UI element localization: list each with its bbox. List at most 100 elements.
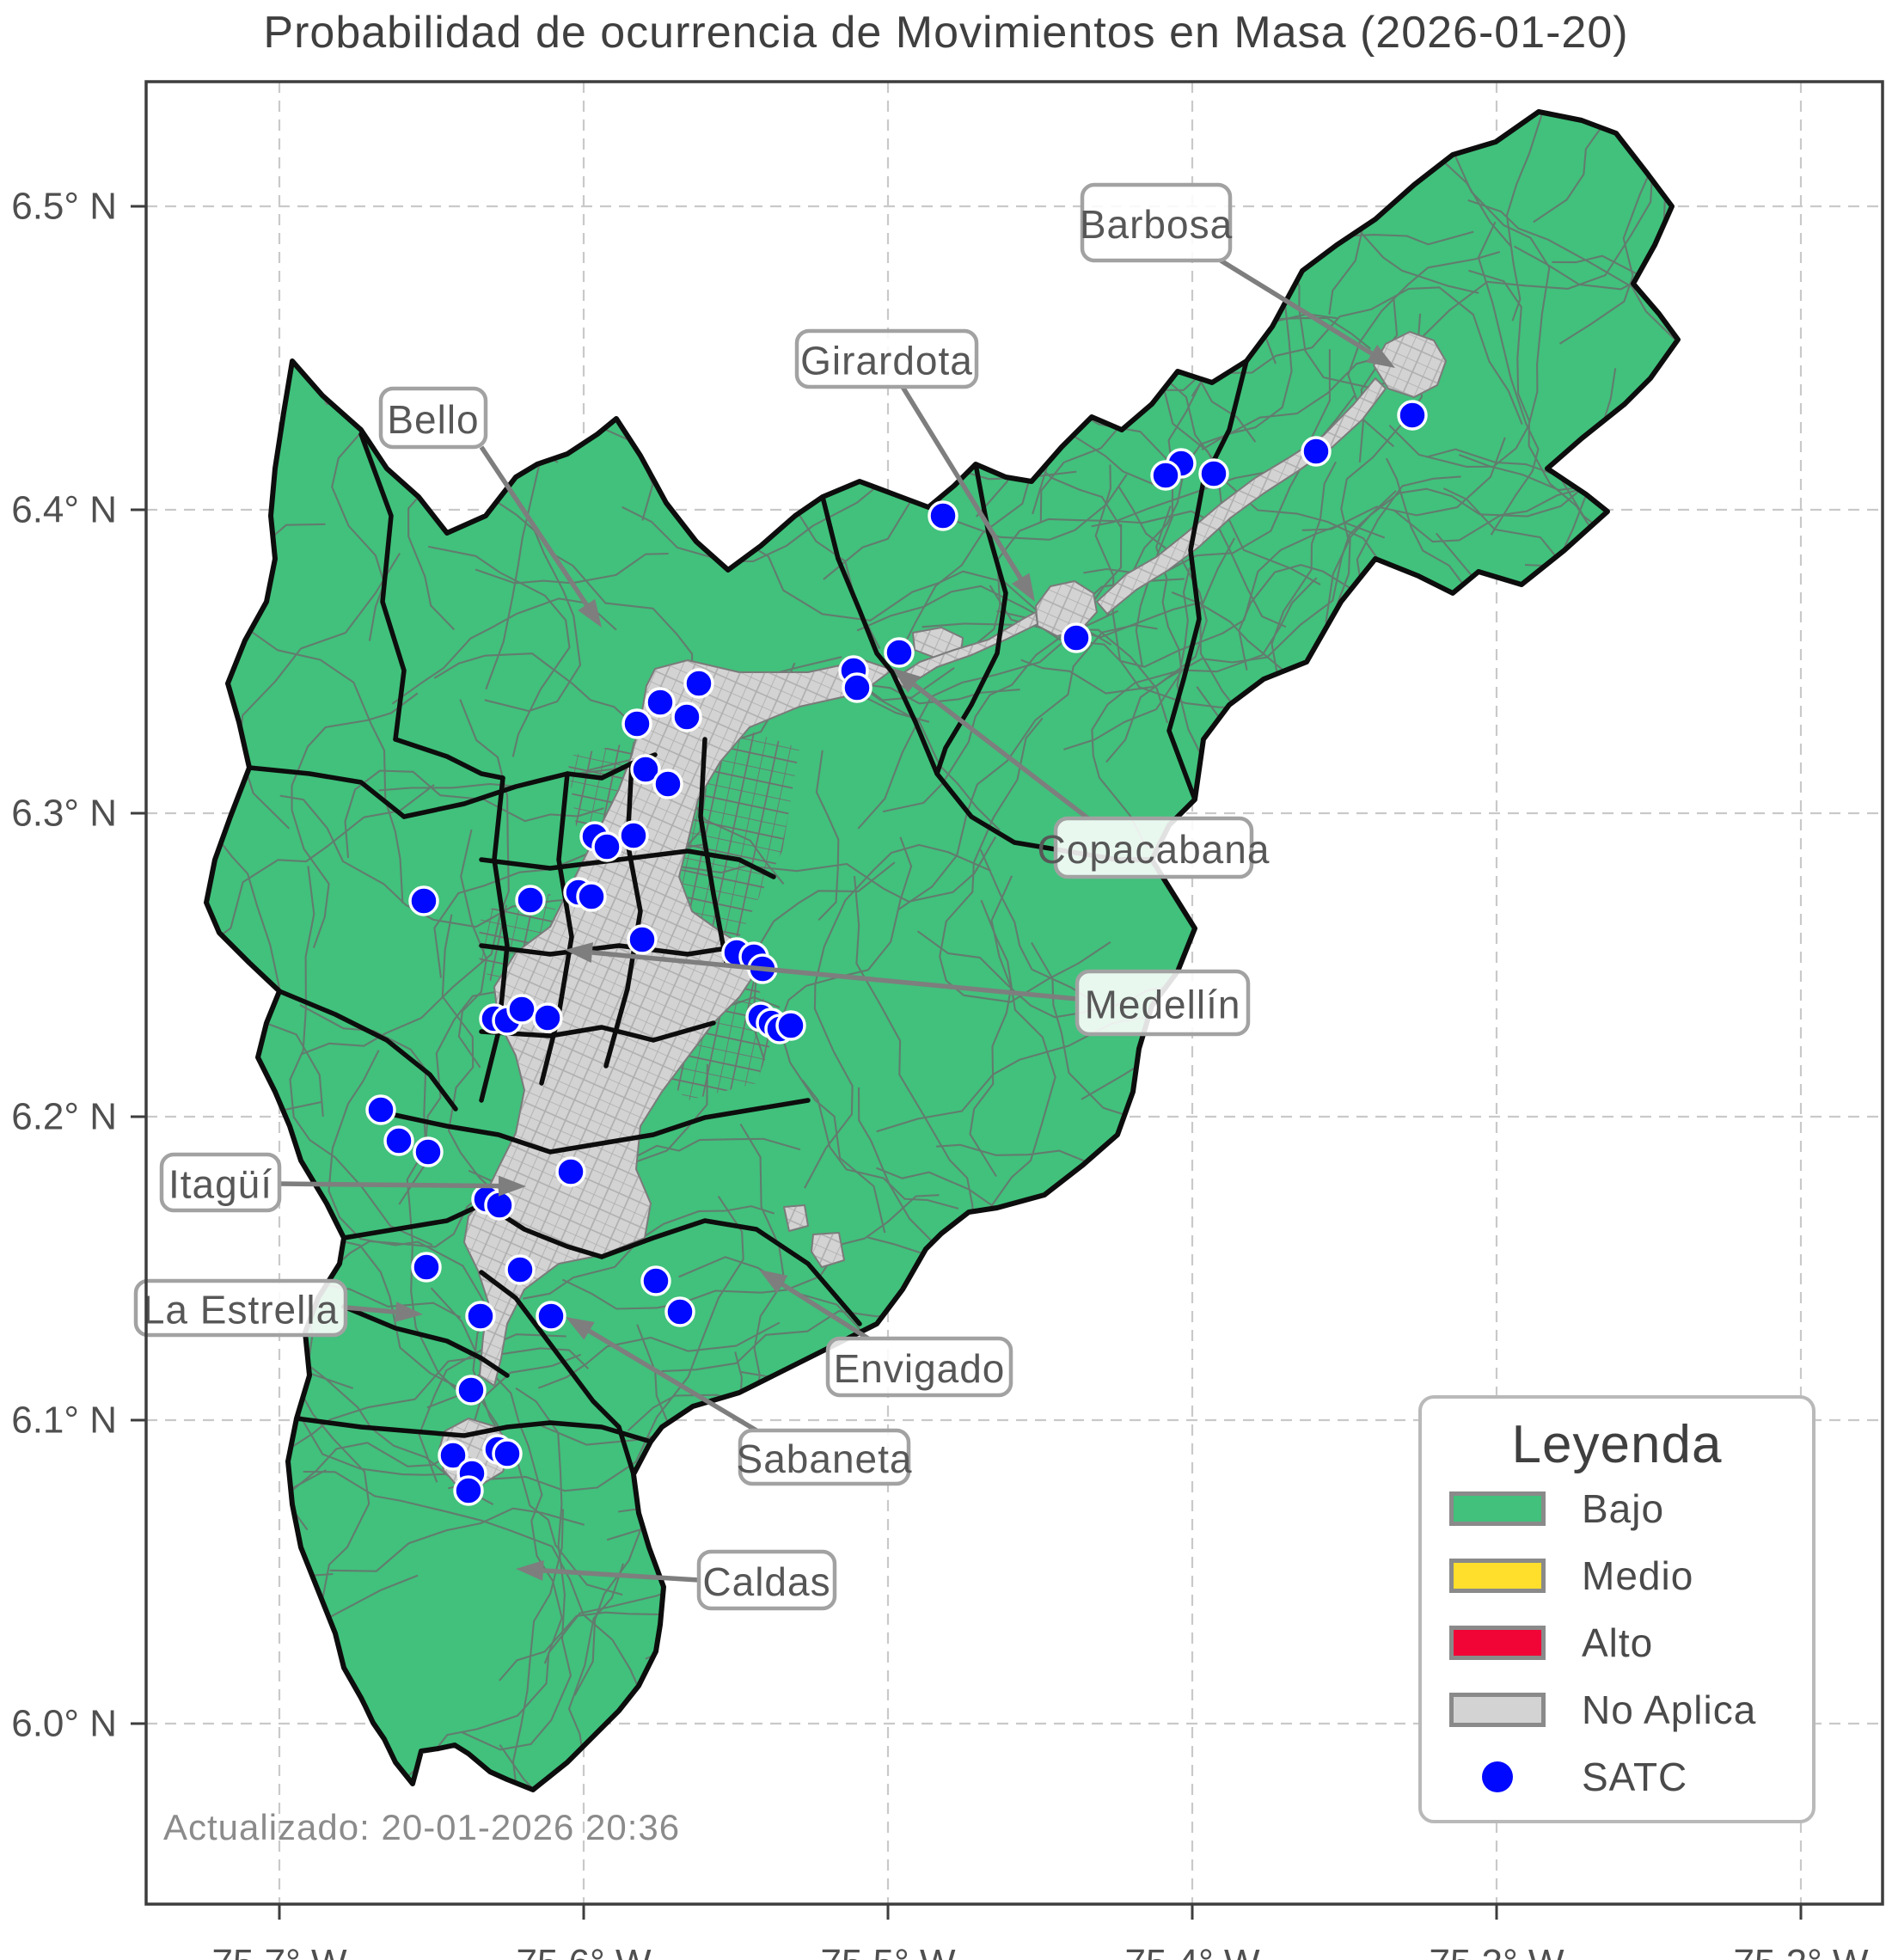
annotation-label: Sabaneta [737,1436,913,1481]
satc-dot [1198,458,1229,489]
satc-dot [365,1094,396,1125]
legend-item-label: No Aplica [1582,1687,1757,1732]
annotation-la-estrella: La Estrella [133,1278,423,1338]
legend: Leyenda Bajo Medio Alto No Aplica SATC [1418,1395,1815,1823]
legend-item-label: SATC [1582,1755,1688,1799]
satc-dot [683,668,714,699]
legend-item-alto: Alto [1422,1609,1812,1676]
x-tick-label: 75.2° W [1734,1942,1869,1960]
arrowhead [578,598,602,628]
plot-border [144,80,1884,1906]
annotation-label: Barbosa [1080,202,1233,247]
satc-dot [671,701,702,732]
satc-dot [505,1254,536,1285]
satc-dot [591,831,622,862]
legend-title: Leyenda [1511,1415,1723,1474]
legend-item-bajo: Bajo [1422,1475,1812,1542]
annotation-label: La Estrella [143,1288,339,1332]
legend-satc-dot [1482,1761,1513,1792]
satc-dot [1061,622,1092,653]
axes: 75.7° W 75.6° W 75.5° W 75.4° W 75.3° W 75.2°… [11,80,1884,1960]
annotation-box [159,1152,282,1213]
annotation-girardota: Girardota [794,328,1035,602]
annotation-label: Envigado [834,1346,1006,1391]
satc-dot [775,1010,806,1041]
annotation-box [1080,182,1233,263]
arrowhead [498,1175,526,1197]
satc-dot [453,1475,484,1506]
legend-swatch [1449,1626,1546,1660]
region-fill-bajo [206,112,1678,1790]
arrowhead [395,1302,423,1323]
annotation-sabaneta: Sabaneta [566,1317,913,1486]
satc-dot [411,1252,442,1283]
satc-dot [576,881,607,912]
annotation-box [133,1278,348,1338]
annotation-copacabana: Copacabana [892,668,1271,879]
annotation-box [1053,816,1254,879]
y-tick-label: 6.3° N [11,793,117,835]
annotation-label: Bello [387,397,479,442]
arrowhead [892,668,921,694]
arrowhead [759,1270,788,1294]
satc-dot [383,1125,414,1156]
annotation-box [738,1428,911,1486]
satc-dot [492,1438,523,1469]
satc-dot [465,1301,496,1332]
annotation-box [696,1549,837,1611]
satc-dot [438,1440,468,1471]
satc-dot [630,754,661,785]
satc-dot [618,820,649,851]
arrowhead [1366,345,1395,368]
annotation-label: Caldas [702,1559,830,1604]
satc-dot [640,1265,671,1296]
y-tick-label: 6.2° N [11,1096,117,1138]
annotation-bello: Bello [378,386,602,628]
x-tick-label: 75.3° W [1430,1942,1564,1960]
annotations: Barbosa Girardota Bello Copacabana Medellín I… [133,182,1395,1611]
satc-dot [627,924,658,955]
arrowhead [516,1559,544,1581]
arrowhead [565,942,593,963]
legend-swatch [1449,1693,1546,1727]
satc-dot [532,1002,563,1033]
satc-dot [884,637,915,668]
annotation-itagui: Itagüí [159,1152,526,1213]
legend-item-medio: Medio [1422,1542,1812,1609]
y-tick-label: 6.0° N [11,1703,117,1745]
y-tick-label: 6.4° N [11,489,117,531]
annotation-box [794,328,979,389]
satc-dot [456,1375,487,1406]
annotation-label: Medellín [1085,983,1241,1027]
satc-dot [515,885,546,916]
annotation-envigado: Envigado [759,1270,1013,1398]
annotation-caldas: Caldas [516,1549,837,1611]
legend-item-label: Bajo [1582,1486,1665,1531]
satc-stations [365,400,1428,1506]
updated-timestamp: Actualizado: 20-01-2026 20:36 [163,1807,681,1847]
arrowhead [566,1317,595,1340]
satc-dot [1397,400,1428,431]
y-tick-label: 6.1° N [11,1400,117,1442]
satc-dot [536,1301,566,1332]
satc-dot [664,1296,695,1327]
legend-item-label: Medio [1582,1553,1694,1598]
annotation-box [1075,969,1251,1037]
satc-dot [408,885,439,916]
municipal-boundaries [247,358,1249,1477]
satc-dot [1150,460,1181,491]
satc-dot [652,769,683,799]
annotation-label: Girardota [800,339,973,383]
satc-dot [842,672,873,703]
satc-dot [413,1136,444,1167]
satc-dot [555,1156,586,1187]
legend-swatch [1449,1559,1546,1593]
annotation-label: Itagüí [168,1162,272,1207]
chart-title: Probabilidad de ocurrencia de Movimiento… [263,8,1629,58]
annotation-label: Copacabana [1038,827,1271,872]
annotation-medellin: Medellín [565,942,1251,1037]
satc-dot [645,687,676,718]
annotation-box [825,1336,1013,1398]
